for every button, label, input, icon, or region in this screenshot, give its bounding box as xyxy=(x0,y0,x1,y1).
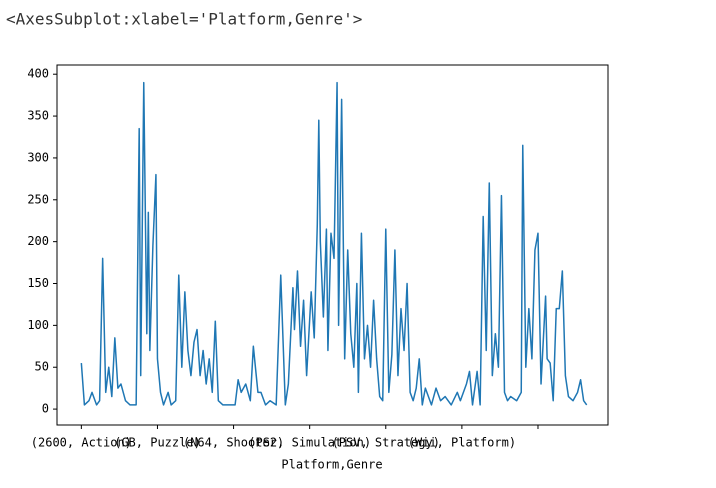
y-tick-label: 250 xyxy=(27,192,49,206)
y-tick-label: 400 xyxy=(27,67,49,81)
x-axis-label: Platform,Genre xyxy=(281,458,382,472)
y-tick-label: 200 xyxy=(27,234,49,248)
y-tick-label: 0 xyxy=(42,402,49,416)
x-tick-label: (PSV, Strategy) xyxy=(332,436,440,450)
plot-frame xyxy=(56,64,609,426)
y-tick-label: 350 xyxy=(27,109,49,123)
x-tick-label: (Wii, Platform) xyxy=(408,436,516,450)
output-header: <AxesSubplot:xlabel='Platform,Genre'> xyxy=(6,10,362,29)
y-tick-label: 100 xyxy=(27,318,49,332)
y-tick-label: 300 xyxy=(27,150,49,164)
y-tick-label: 50 xyxy=(35,360,49,374)
x-tick-label: (N64, Shooter) xyxy=(183,436,284,450)
x-tick-label: (GB, Puzzle) xyxy=(114,436,201,450)
x-tick-label: (PS2, Simulation) xyxy=(248,436,371,450)
data-line xyxy=(80,81,588,406)
x-tick-label: (2600, Action) xyxy=(31,436,132,450)
y-tick-label: 150 xyxy=(27,276,49,290)
